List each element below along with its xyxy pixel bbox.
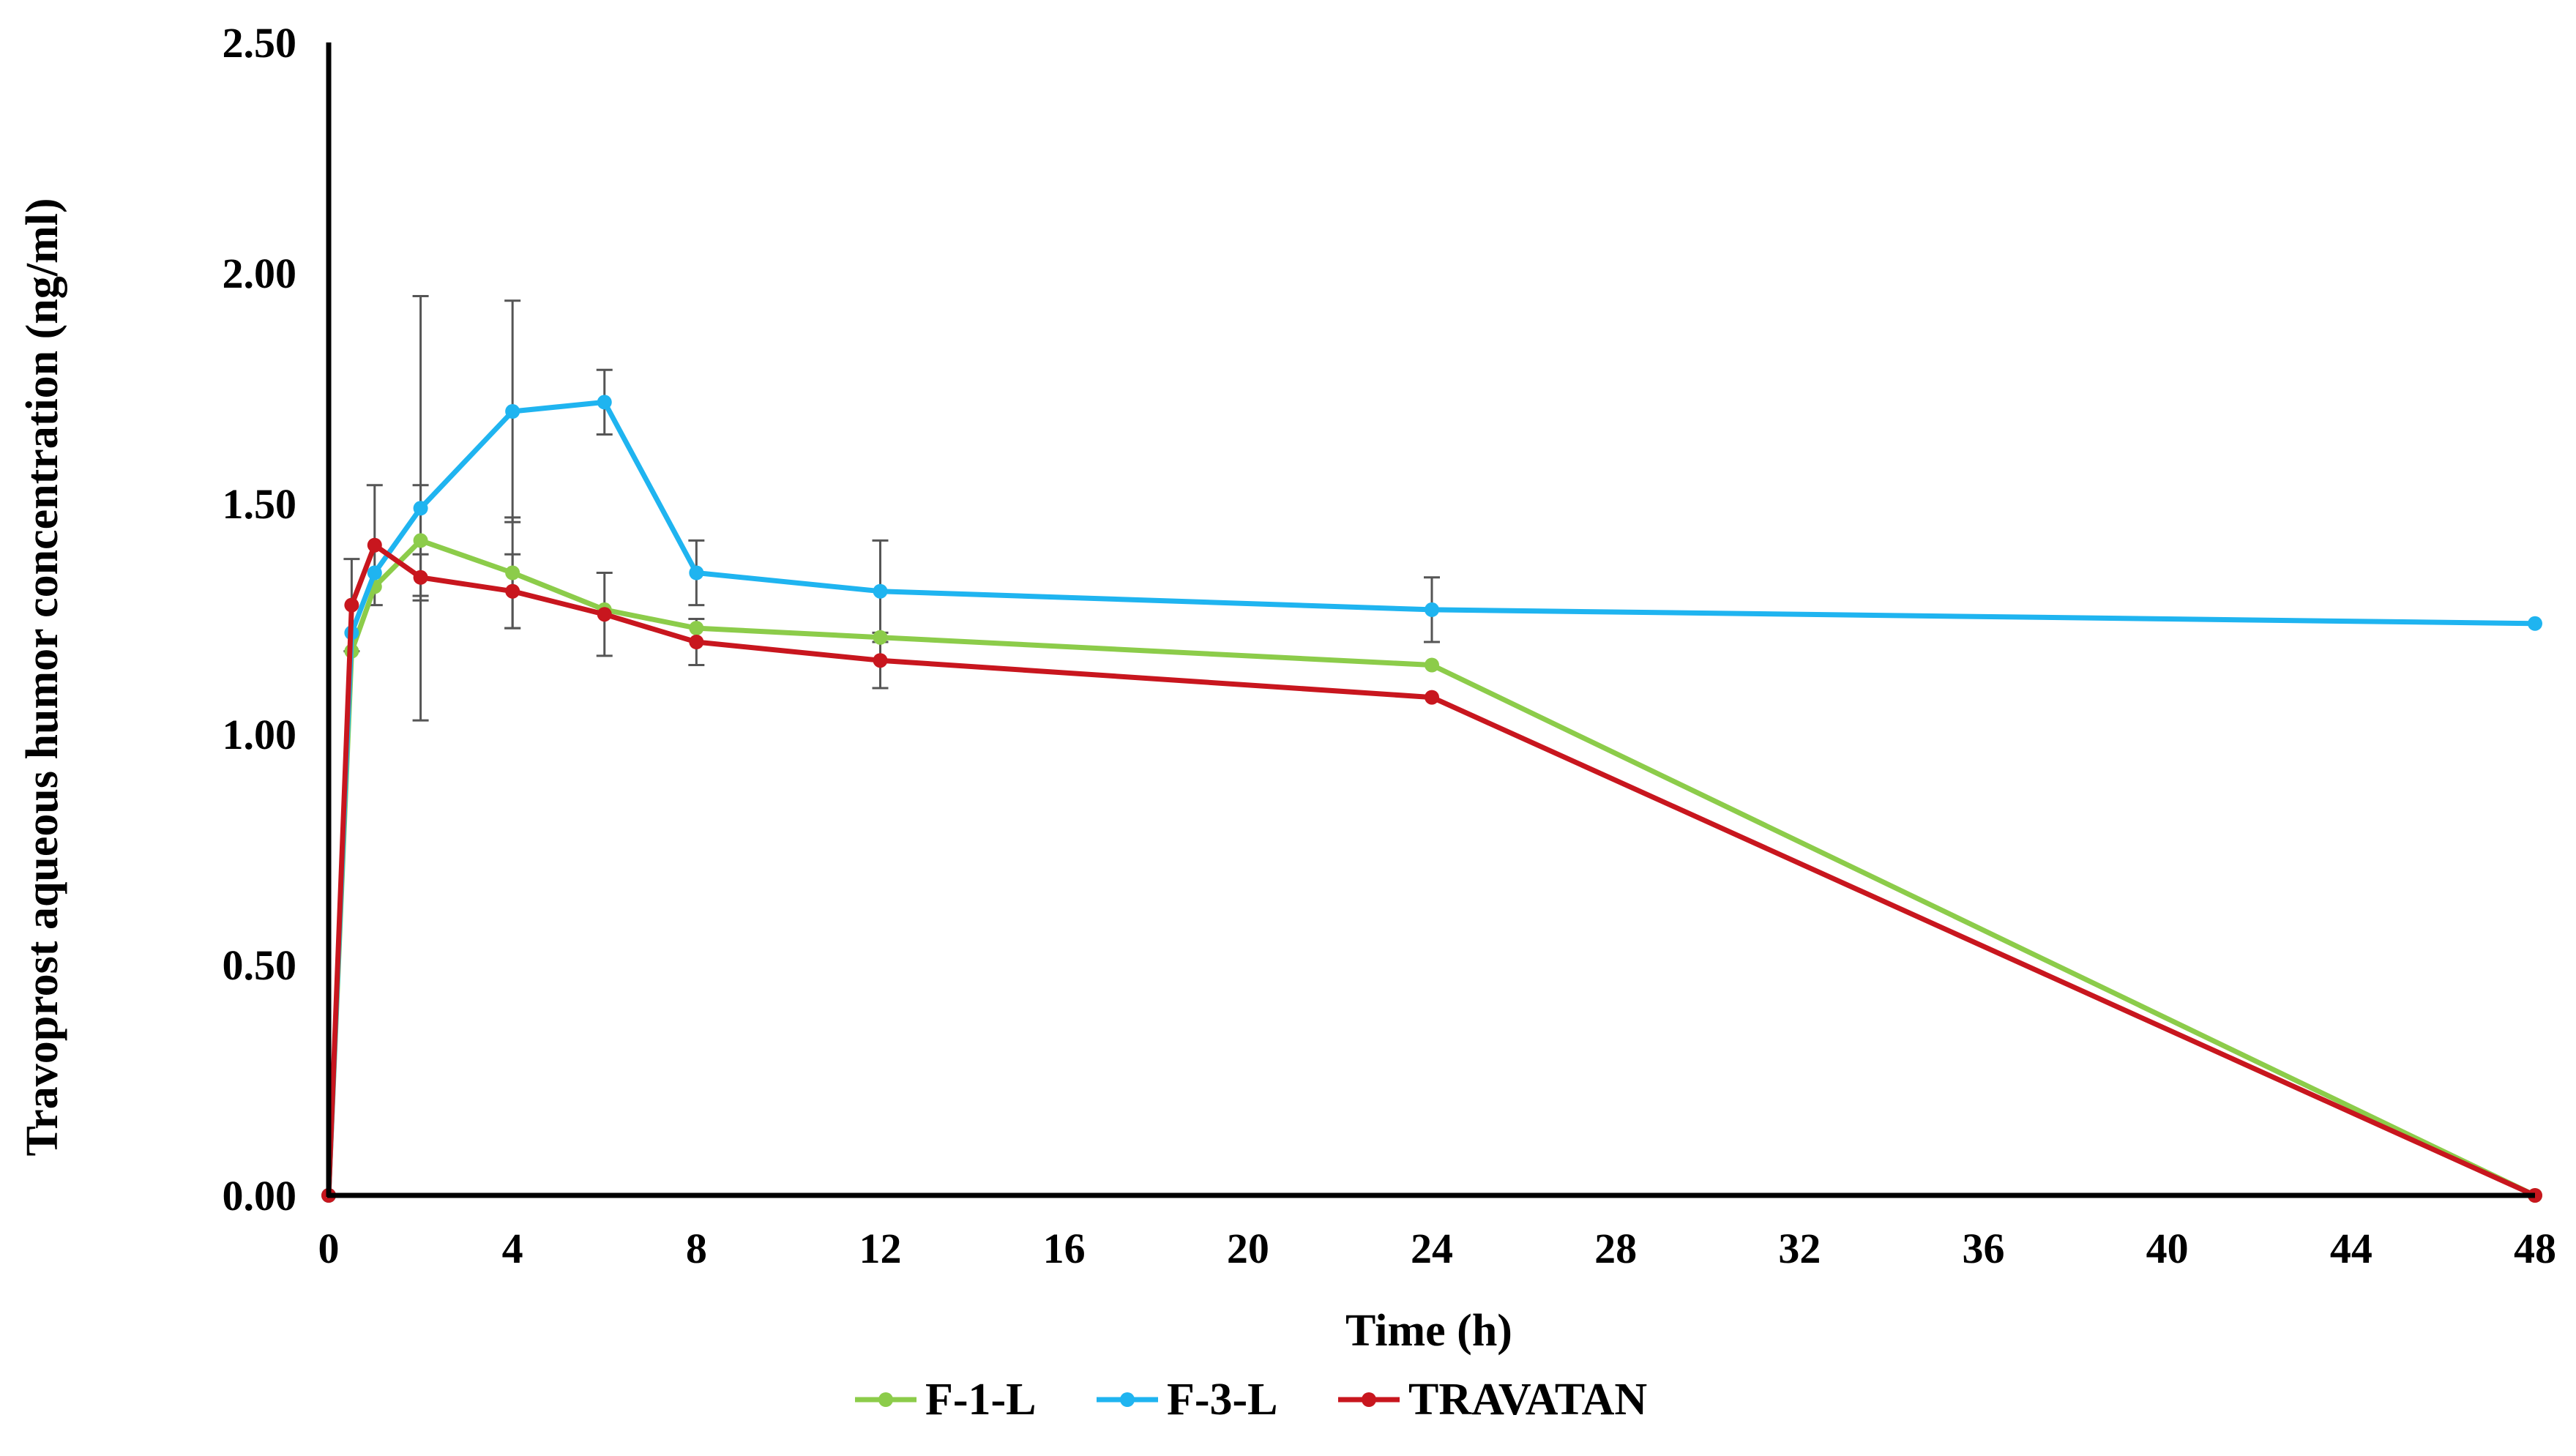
data-point-travatan bbox=[367, 537, 382, 553]
data-point-f-3-l bbox=[413, 501, 428, 516]
y-tick-label: 2.50 bbox=[223, 19, 297, 67]
x-tick-label: 48 bbox=[2514, 1225, 2556, 1272]
series-line-f-1-l bbox=[326, 537, 2538, 1198]
y-axis-title-group: Travoprost aqueous humor concentration (… bbox=[18, 198, 67, 1157]
data-point-f-1-l bbox=[689, 621, 704, 636]
x-tick-label: 12 bbox=[859, 1225, 902, 1272]
x-axis-title: Time (h) bbox=[1345, 1306, 1512, 1356]
data-point-travatan bbox=[597, 607, 612, 622]
x-tick-label: 0 bbox=[318, 1225, 340, 1272]
y-tick-label: 1.00 bbox=[223, 711, 297, 758]
y-tick-label: 1.50 bbox=[223, 480, 297, 528]
x-tick-label: 20 bbox=[1227, 1225, 1269, 1272]
legend-label-travatan: TRAVATAN bbox=[1408, 1375, 1647, 1425]
legend-label-f-3-l: F-3-L bbox=[1167, 1375, 1278, 1425]
data-point-f-3-l bbox=[367, 565, 382, 580]
legend-marker-travatan bbox=[1362, 1392, 1376, 1407]
data-point-f-3-l bbox=[597, 395, 612, 410]
series-line-f-3-l bbox=[326, 399, 2538, 1198]
data-point-f-1-l bbox=[873, 630, 888, 645]
legend-label-f-1-l: F-1-L bbox=[925, 1375, 1037, 1425]
x-tick-label: 8 bbox=[686, 1225, 707, 1272]
x-tick-label: 32 bbox=[1778, 1225, 1821, 1272]
data-point-travatan bbox=[873, 653, 888, 668]
x-tick-label: 16 bbox=[1043, 1225, 1086, 1272]
data-point-f-1-l bbox=[505, 565, 520, 580]
y-tick-label: 0.00 bbox=[223, 1172, 297, 1220]
data-point-f-1-l bbox=[1425, 657, 1439, 673]
data-point-travatan bbox=[1425, 690, 1439, 705]
y-axis-title: Travoprost aqueous humor concentration (… bbox=[18, 198, 67, 1157]
x-tick-label: 40 bbox=[2146, 1225, 2189, 1272]
data-point-f-3-l bbox=[1425, 602, 1439, 617]
x-tick-label: 36 bbox=[1963, 1225, 2005, 1272]
x-tick-label: 4 bbox=[502, 1225, 523, 1272]
data-point-f-3-l bbox=[505, 404, 520, 419]
axes bbox=[326, 42, 2535, 1198]
data-point-travatan bbox=[344, 597, 359, 613]
data-point-travatan bbox=[689, 635, 704, 649]
tick-labels: 0.000.501.001.502.002.500 4 8 12 16 20 24 28 32 3… bbox=[223, 19, 2557, 1272]
data-point-f-1-l bbox=[413, 533, 428, 548]
data-point-travatan bbox=[505, 583, 520, 599]
data-point-f-3-l bbox=[873, 583, 888, 599]
y-tick-label: 2.00 bbox=[223, 250, 297, 297]
y-tick-label: 0.50 bbox=[223, 941, 297, 989]
x-tick-label: 44 bbox=[2330, 1225, 2372, 1272]
legend-marker-f-3-l bbox=[1120, 1392, 1135, 1407]
data-point-travatan bbox=[413, 570, 428, 585]
x-tick-label: 24 bbox=[1411, 1225, 1453, 1272]
data-point-f-3-l bbox=[689, 565, 704, 580]
legend-marker-f-1-l bbox=[878, 1392, 893, 1407]
series-line-travatan bbox=[326, 542, 2538, 1198]
data-point-f-3-l bbox=[2528, 616, 2542, 631]
x-tick-label: 28 bbox=[1594, 1225, 1637, 1272]
legend: F-1-L F-3-L TRAVATAN bbox=[855, 1375, 1647, 1425]
series-lines bbox=[321, 395, 2542, 1203]
